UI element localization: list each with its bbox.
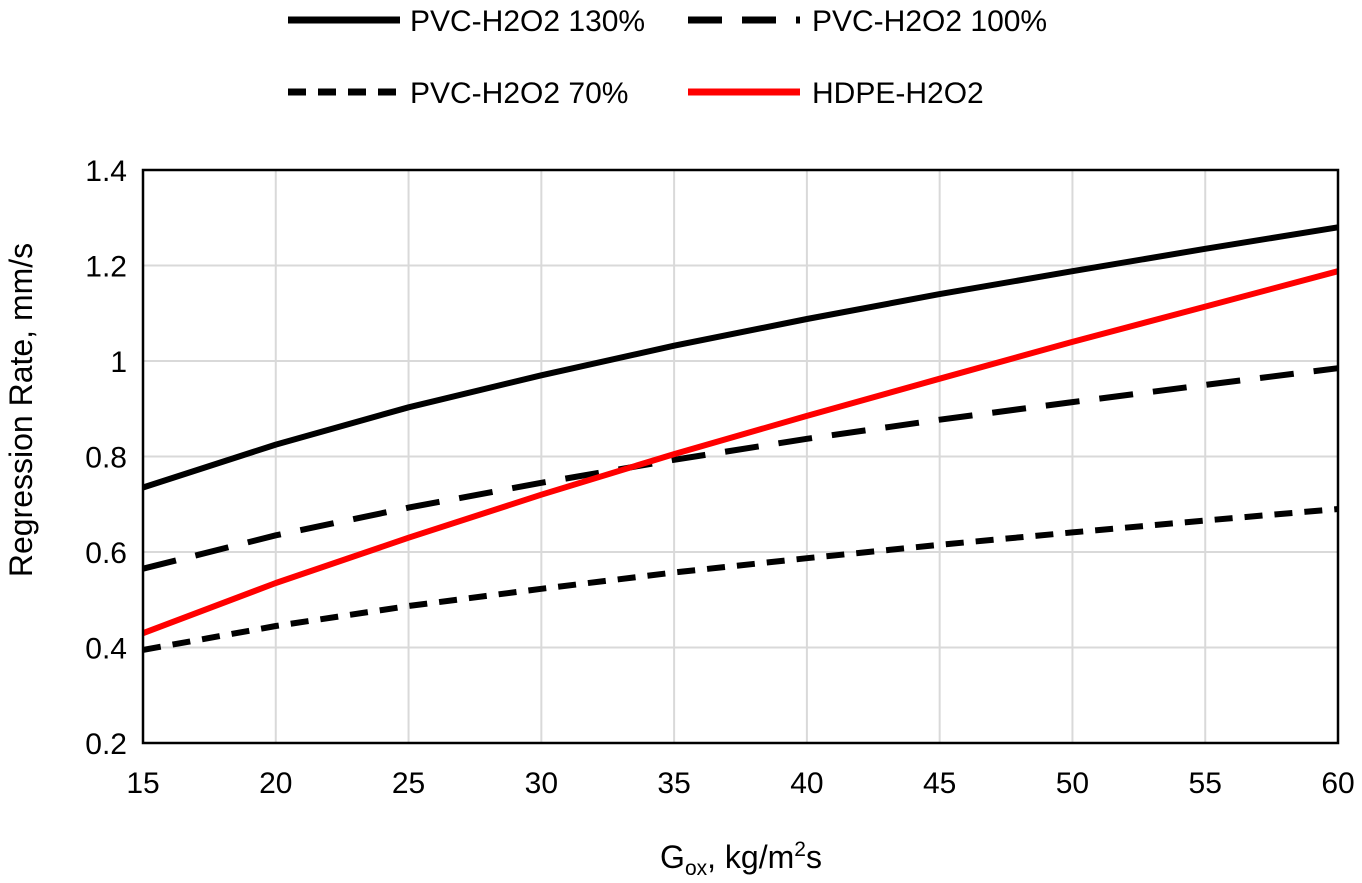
- legend-item-pvc-100: PVC-H2O2 100%: [688, 5, 1047, 38]
- series-line-pvc-h2o2-130-: [142, 224, 1339, 491]
- x-tick-label: 15: [126, 767, 159, 800]
- y-axis-ticks: 0.2 0.4 0.6 0.8 1 1.2 1.4: [85, 155, 127, 761]
- y-tick-label: 0.6: [85, 537, 127, 570]
- y-tick-label: 0.8: [85, 442, 127, 475]
- series-line-pvc-h2o2-100-: [142, 365, 1339, 572]
- y-tick-label: 1: [110, 346, 127, 379]
- legend-label-hdpe: HDPE-H2O2: [812, 77, 984, 110]
- y-tick-label: 0.4: [85, 633, 127, 666]
- legend: PVC-H2O2 130% PVC-H2O2 100% PVC-H2O2 70%…: [288, 5, 1047, 110]
- legend-item-pvc-70: PVC-H2O2 70%: [288, 77, 628, 110]
- gridlines: [143, 170, 1338, 743]
- legend-item-pvc-130: PVC-H2O2 130%: [288, 5, 645, 38]
- x-tick-label: 55: [1189, 767, 1222, 800]
- x-tick-label: 25: [392, 767, 425, 800]
- x-tick-label: 20: [259, 767, 292, 800]
- y-axis-title: Regression Rate, mm/s: [3, 243, 39, 577]
- x-axis-ticks: 15 20 25 30 35 40 45 50 55 60: [126, 767, 1354, 800]
- x-tick-label: 30: [525, 767, 558, 800]
- plot-area-frame: [141, 168, 1340, 745]
- y-tick-label: 1.4: [85, 155, 127, 188]
- y-tick-label: 1.2: [85, 251, 127, 284]
- x-axis-title-superscript: 2: [794, 838, 806, 861]
- series-line-hdpe-h2o2: [141, 268, 1339, 637]
- x-axis-title-subscript: ox: [685, 857, 708, 880]
- legend-label-pvc-70: PVC-H2O2 70%: [410, 77, 628, 110]
- x-tick-label: 50: [1056, 767, 1089, 800]
- legend-label-pvc-100: PVC-H2O2 100%: [812, 5, 1047, 38]
- x-tick-label: 60: [1321, 767, 1354, 800]
- x-axis-title-middle: , kg/m: [707, 839, 794, 875]
- series-layer: [141, 224, 1339, 653]
- x-tick-label: 45: [923, 767, 956, 800]
- x-axis-title-tail: s: [806, 839, 822, 875]
- x-tick-label: 40: [790, 767, 823, 800]
- x-tick-label: 35: [657, 767, 690, 800]
- legend-label-pvc-130: PVC-H2O2 130%: [410, 5, 645, 38]
- legend-item-hdpe: HDPE-H2O2: [688, 77, 984, 110]
- x-axis-title: Gox, kg/m2s: [660, 838, 822, 880]
- y-tick-label: 0.2: [85, 728, 127, 761]
- x-axis-title-base: G: [660, 839, 685, 875]
- series-line-pvc-h2o2-70-: [142, 506, 1339, 653]
